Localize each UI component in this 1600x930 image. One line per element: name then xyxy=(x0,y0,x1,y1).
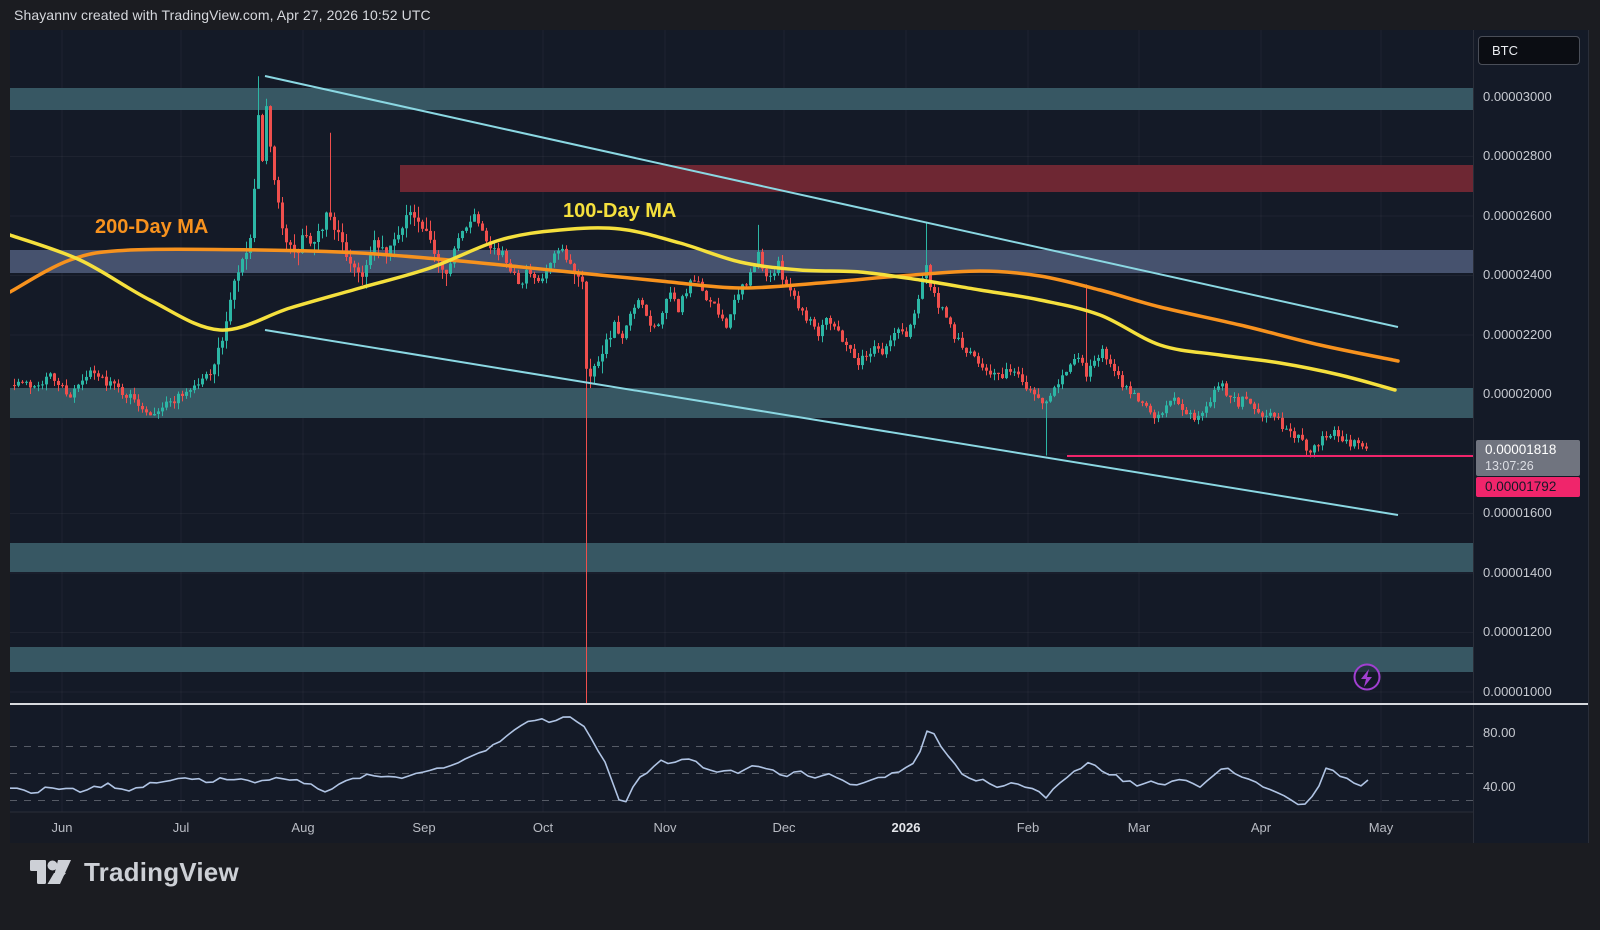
price-axis-label: 80.00 xyxy=(1483,725,1516,740)
ma-200-line[interactable] xyxy=(10,247,1400,363)
time-axis-label: Apr xyxy=(1251,820,1272,835)
price-axis-label: 40.00 xyxy=(1483,779,1516,794)
time-axis-label: 2026 xyxy=(892,820,921,835)
ma-100-line[interactable] xyxy=(10,226,1397,392)
time-axis-label: Mar xyxy=(1128,820,1151,835)
lightning-bolt-icon xyxy=(1361,669,1372,687)
bar-countdown: 13:07:26 xyxy=(1485,459,1534,473)
support-zone-1100 xyxy=(10,647,1473,672)
ma-100-label[interactable]: 100-Day MA xyxy=(563,200,676,222)
descending-channel[interactable] xyxy=(264,75,1399,516)
credit-text: Shayannv created with TradingView.com, A… xyxy=(14,7,431,23)
time-axis-label: Sep xyxy=(412,820,435,835)
price-scale[interactable]: 0.00001818 13:07:26 0.00001792 0.0000300… xyxy=(1473,30,1588,843)
symbol-button[interactable]: BTC xyxy=(1478,36,1580,65)
ma-200-label[interactable]: 200-Day MA xyxy=(95,216,208,238)
support-price-label: 0.00001792 xyxy=(1476,477,1580,497)
oscillator-pane[interactable] xyxy=(10,716,1473,806)
support-price-value: 0.00001792 xyxy=(1485,479,1557,494)
price-axis-label: 0.00001600 xyxy=(1483,505,1552,520)
supply-zone-2700 xyxy=(400,165,1473,192)
price-chart[interactable]: 200-Day MA 100-Day MA Jun Jul Aug Sep Oct Nov De… xyxy=(10,30,1473,843)
time-axis-label: Jul xyxy=(173,820,190,835)
time-axis-label: Jun xyxy=(52,820,73,835)
price-axis-label: 0.00001200 xyxy=(1483,624,1552,639)
last-price-value: 0.00001818 xyxy=(1485,442,1557,457)
right-edge-divider xyxy=(1588,30,1589,843)
support-zone-2000 xyxy=(10,388,1473,418)
price-scale-divider xyxy=(1473,30,1474,843)
time-axis-label: May xyxy=(1369,820,1394,835)
oscillator-line xyxy=(10,716,1369,806)
price-axis-label: 0.00001000 xyxy=(1483,684,1552,699)
time-axis[interactable]: Jun Jul Aug Sep Oct Nov Dec 2026 Feb Mar Apr May xyxy=(10,811,1473,843)
support-zone-1450 xyxy=(10,543,1473,572)
descending-channel-bottom xyxy=(264,329,1399,516)
time-axis-label: Feb xyxy=(1017,820,1039,835)
price-axis-label: 0.00003000 xyxy=(1483,89,1552,104)
tradingview-wordmark: TradingView xyxy=(84,856,239,887)
tradingview-icon xyxy=(30,860,71,884)
last-price-label: 0.00001818 13:07:26 xyxy=(1476,440,1580,476)
price-axis-label: 0.00002800 xyxy=(1483,148,1552,163)
credit-bar: Shayannv created with TradingView.com, A… xyxy=(0,0,1600,30)
time-axis-label: Oct xyxy=(533,820,554,835)
price-axis-label: 0.00001400 xyxy=(1483,565,1552,580)
price-axis-label: 0.00002000 xyxy=(1483,386,1552,401)
price-axis-label: 0.00002400 xyxy=(1483,267,1552,282)
supply-demand-zones[interactable] xyxy=(10,88,1473,672)
time-axis-label: Dec xyxy=(772,820,796,835)
descending-channel-top xyxy=(264,75,1399,328)
price-axis-label: 0.00002600 xyxy=(1483,208,1552,223)
price-axis-label: 0.00002200 xyxy=(1483,327,1552,342)
flash-idea-button[interactable] xyxy=(1353,663,1381,691)
tradingview-logo[interactable]: TradingView xyxy=(30,856,239,888)
time-axis-label: Aug xyxy=(291,820,314,835)
pane-separator[interactable] xyxy=(10,703,1588,705)
time-axis-label: Nov xyxy=(653,820,677,835)
resistance-zone-3000 xyxy=(10,88,1473,110)
candles-series[interactable] xyxy=(13,76,1368,704)
